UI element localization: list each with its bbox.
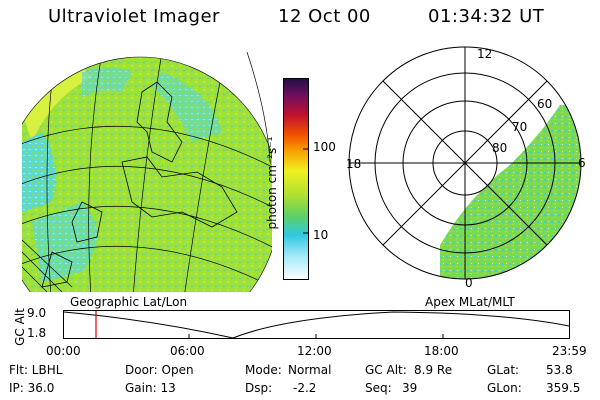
apex-panel-label: Apex MLat/MLT <box>425 295 515 309</box>
altitude-plot <box>63 310 570 339</box>
gain-info: Gain: 13 <box>125 381 176 395</box>
gc-alt-value: 8.9 Re <box>414 363 453 377</box>
dsp-label: Dsp: <box>245 381 273 395</box>
mlt-label-18: 18 <box>346 157 362 171</box>
colorbar-tick-100: 100 <box>313 140 336 154</box>
seq-label: Seq: <box>365 381 392 395</box>
observation-date: 12 Oct 00 <box>278 6 371 27</box>
time-tick-0: 00:00 <box>46 344 81 358</box>
lat-label-70: 70 <box>512 120 528 134</box>
mode-label: Mode: <box>245 363 282 377</box>
observation-time: 01:34:32 UT <box>428 6 545 27</box>
glat-label: GLat: <box>487 363 520 377</box>
glon-label: GLon: <box>487 381 522 395</box>
time-tick-1: 06:00 <box>170 344 205 358</box>
seq-value: 39 <box>402 381 418 395</box>
colorbar-unit-label: photon cm⁻²s⁻¹ <box>265 136 279 230</box>
mode-value: Normal <box>288 363 332 377</box>
colorbar-tick-10: 10 <box>313 228 329 242</box>
time-tick-4: 23:59 <box>552 344 587 358</box>
time-tick-3: 18:00 <box>424 344 459 358</box>
glat-value: 53.8 <box>546 363 573 377</box>
geographic-panel-label: Geographic Lat/Lon <box>70 295 188 309</box>
geographic-image <box>22 52 272 292</box>
ip-info: IP: 36.0 <box>9 381 55 395</box>
instrument-title: Ultraviolet Imager <box>48 6 220 27</box>
mlt-label-0: 0 <box>465 276 473 290</box>
lat-label-80: 80 <box>492 141 508 155</box>
time-tick-2: 12:00 <box>297 344 332 358</box>
filter-info: Flt: LBHL <box>9 363 63 377</box>
altitude-ytick-low: 1.8 <box>27 326 47 340</box>
polar-plot <box>348 46 582 280</box>
mlt-label-6: 6 <box>578 156 586 170</box>
lat-label-60: 60 <box>537 97 553 111</box>
glon-value: 359.5 <box>546 381 581 395</box>
mlt-label-12: 12 <box>477 47 493 61</box>
dsp-value: -2.2 <box>293 381 317 395</box>
gc-alt-label: GC Alt: <box>365 363 407 377</box>
altitude-axis-label: GC Alt <box>13 308 27 346</box>
door-info: Door: Open <box>125 363 194 377</box>
altitude-ytick-high: 9.0 <box>27 306 47 320</box>
colorbar <box>283 78 309 280</box>
